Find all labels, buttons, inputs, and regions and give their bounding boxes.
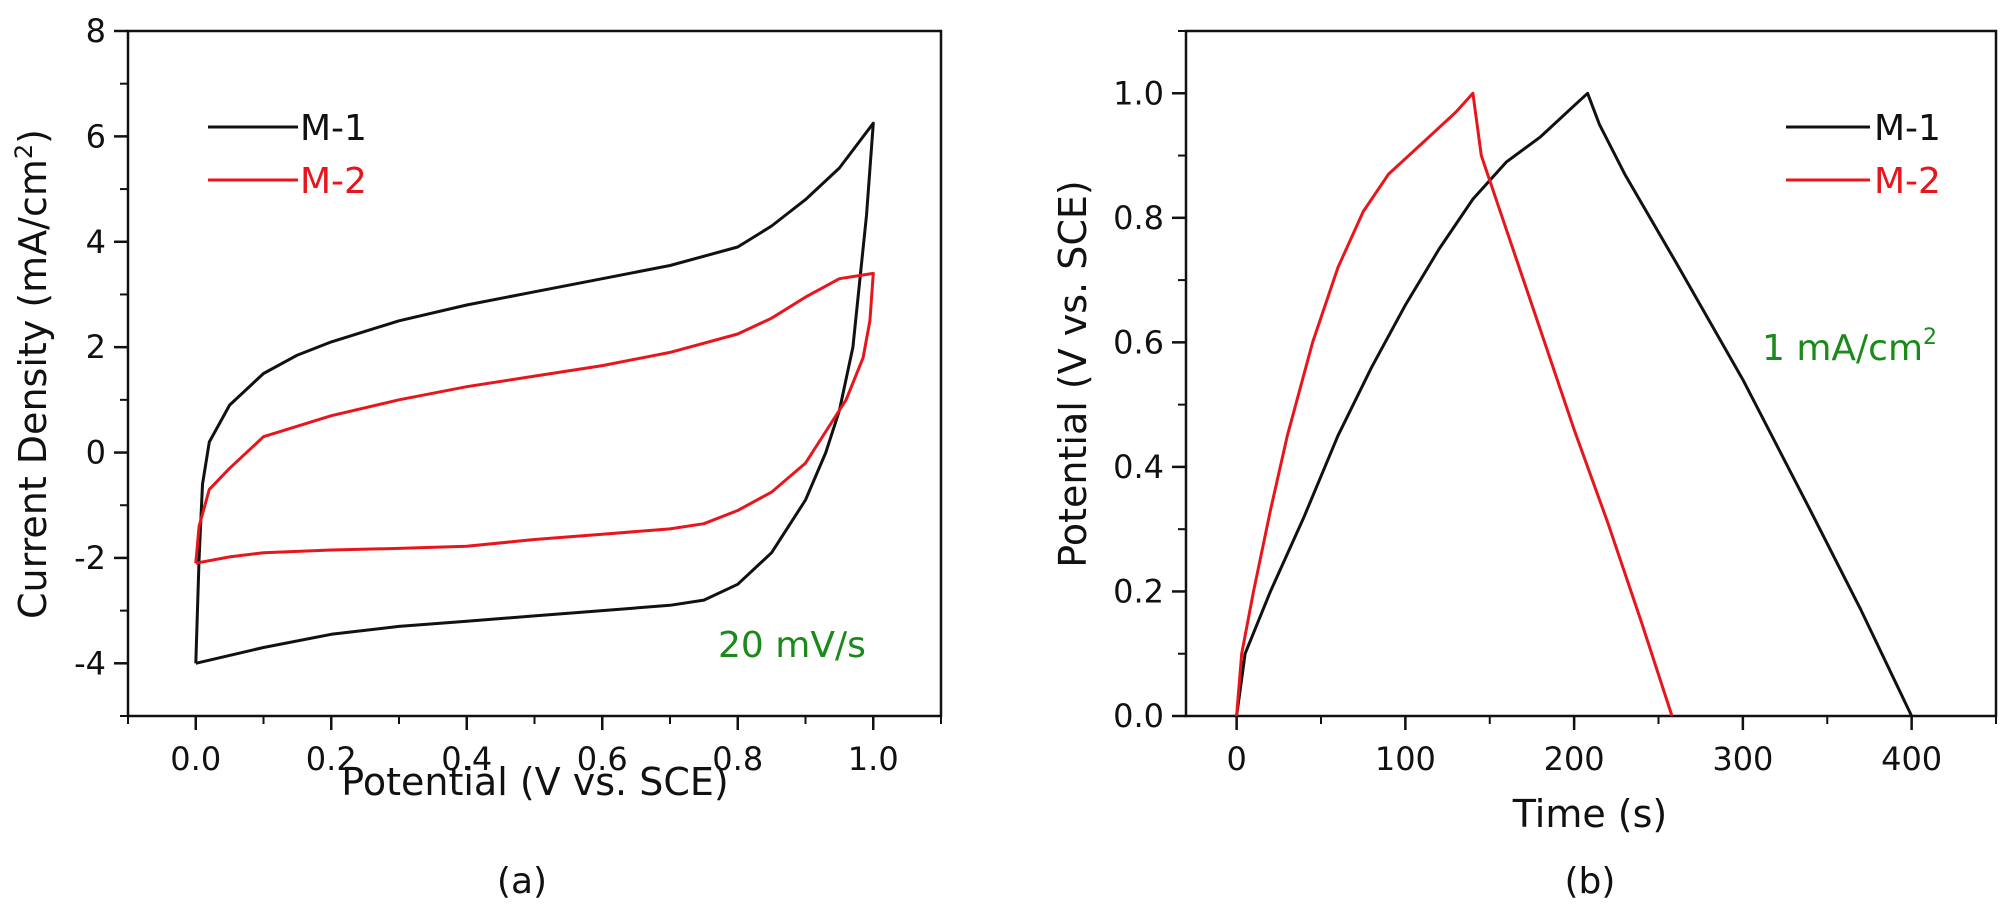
panel-b-x-tick-label: 0 bbox=[1226, 740, 1246, 778]
scan-rate-annotation: 20 mV/s bbox=[718, 625, 866, 666]
panel-a-x-tick-label: 0.0 bbox=[170, 740, 221, 778]
panel-a-y-tick-label: 8 bbox=[86, 12, 106, 50]
legend-m1-label: M-1 bbox=[300, 108, 367, 149]
panel-a-y-tick-label: 2 bbox=[86, 328, 106, 366]
panel-a-ylabel-sup: 2 bbox=[10, 144, 38, 159]
panel-b-ticks: 0 100 200 300 400 0.0 0.2 0.4 0.6 0.8 1.0 bbox=[1113, 30, 1997, 778]
current-density-annotation: 1 mA/cm2 bbox=[1762, 325, 1937, 369]
legend-b-m1-label: M-1 bbox=[1874, 108, 1941, 149]
panel-b-ylabel: Potential (V vs. SCE) bbox=[1051, 180, 1095, 567]
panel-a-label: (a) bbox=[497, 861, 547, 902]
panel-a-x-tick-label: 0.6 bbox=[577, 740, 628, 778]
panel-b-x-tick-label: 100 bbox=[1375, 740, 1436, 778]
current-density-annotation-sup: 2 bbox=[1923, 325, 1937, 350]
panel-a-ylabel-end: ) bbox=[11, 129, 55, 144]
panel-a-ylabel-main: Current Density (mA/cm bbox=[11, 159, 55, 619]
panel-a-x-tick-label: 0.8 bbox=[712, 740, 763, 778]
panel-a-xlabel: Potential (V vs. SCE) bbox=[341, 760, 728, 804]
panel-b-series-m-1 bbox=[1235, 91, 1913, 717]
panel-b-x-tick-label: 400 bbox=[1881, 740, 1942, 778]
panel-b-y-tick-label: 0.2 bbox=[1113, 572, 1164, 610]
panel-b-x-tick-label: 300 bbox=[1712, 740, 1773, 778]
panel-a-x-tick-label: 1.0 bbox=[848, 740, 899, 778]
panel-a-frame bbox=[126, 29, 943, 718]
legend-b-m2-label: M-2 bbox=[1874, 161, 1941, 202]
panel-a-y-tick-label: 4 bbox=[86, 223, 106, 261]
panel-a-series-m-1 bbox=[194, 121, 875, 665]
panel-b-xlabel: Time (s) bbox=[1512, 792, 1668, 836]
panel-a-x-tick-label: 0.2 bbox=[306, 740, 357, 778]
panel-b-y-tick-label: 0.6 bbox=[1113, 323, 1164, 361]
panel-a-x-tick-label: 0.4 bbox=[441, 740, 492, 778]
panel-a-series-m-2 bbox=[194, 271, 875, 565]
panel-b-frame bbox=[1184, 29, 1998, 718]
legend-m2-label: M-2 bbox=[300, 161, 367, 202]
panel-a-ylabel: Current Density (mA/cm2) bbox=[10, 129, 55, 619]
panel-a-ticks: 0.0 0.2 0.4 0.6 0.8 1.0 -4 -2 0 2 4 6 8 bbox=[74, 12, 942, 778]
panel-b-series-m-2 bbox=[1235, 91, 1674, 717]
panel-b-x-tick-label: 200 bbox=[1544, 740, 1605, 778]
current-density-annotation-main: 1 mA/cm bbox=[1762, 328, 1923, 369]
panel-a-y-tick-label: -2 bbox=[74, 539, 106, 577]
panel-b-series bbox=[1235, 91, 1913, 717]
panel-a: 0.0 0.2 0.4 0.6 0.8 1.0 -4 -2 0 2 4 6 8 M-1 M-2 20 m… bbox=[10, 12, 943, 902]
panel-b-y-tick-label: 0.8 bbox=[1113, 199, 1164, 237]
panel-a-y-tick-label: 0 bbox=[86, 434, 106, 472]
panel-b-label: (b) bbox=[1565, 861, 1616, 902]
panel-a-y-tick-label: 6 bbox=[86, 117, 106, 155]
panel-a-series bbox=[194, 121, 875, 665]
panel-a-y-tick-label: -4 bbox=[74, 644, 106, 682]
panel-b-y-tick-label: 1.0 bbox=[1113, 74, 1164, 112]
panel-b-y-tick-label: 0.0 bbox=[1113, 697, 1164, 735]
panel-b-y-tick-label: 0.4 bbox=[1113, 448, 1164, 486]
